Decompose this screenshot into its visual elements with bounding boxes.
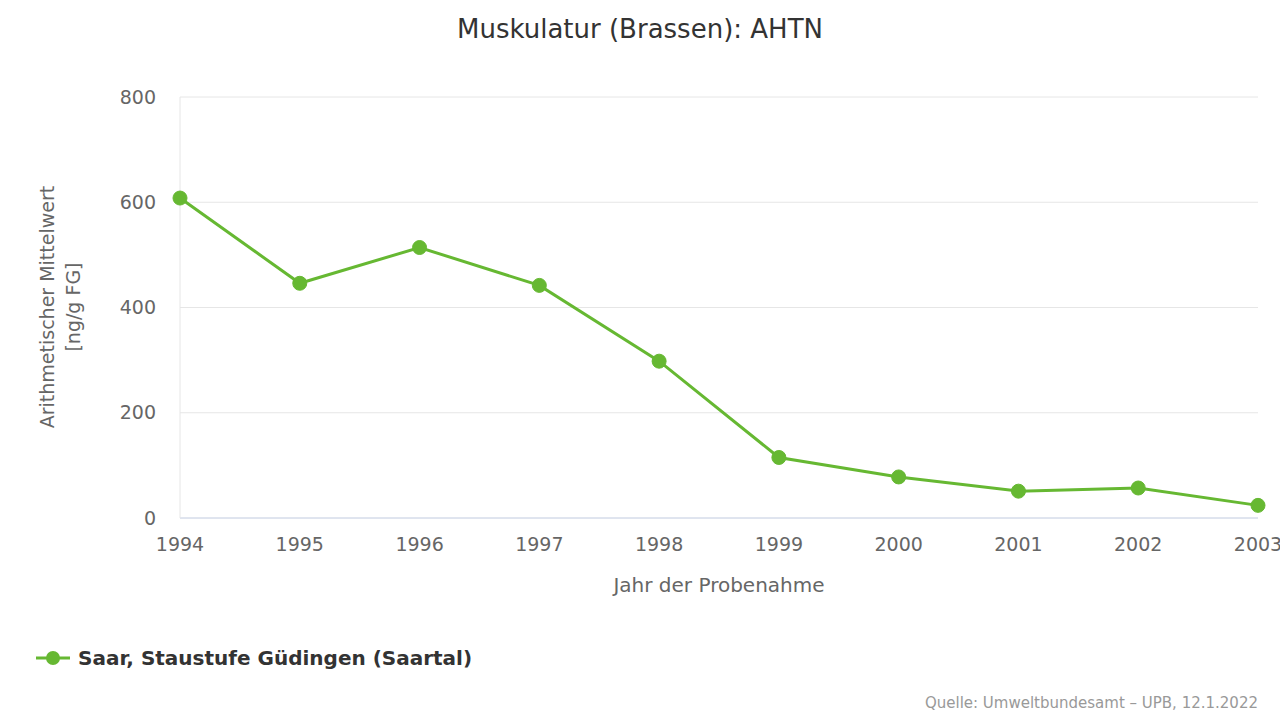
svg-text:1998: 1998: [635, 533, 683, 555]
svg-text:2001: 2001: [994, 533, 1042, 555]
svg-text:1994: 1994: [156, 533, 204, 555]
svg-text:1999: 1999: [755, 533, 803, 555]
svg-text:200: 200: [120, 401, 156, 423]
svg-text:600: 600: [120, 191, 156, 213]
svg-text:0: 0: [144, 507, 156, 529]
svg-text:2002: 2002: [1114, 533, 1162, 555]
svg-text:2000: 2000: [874, 533, 922, 555]
svg-text:Jahr der Probenahme: Jahr der Probenahme: [611, 573, 824, 597]
html-text:Quelle: Umweltbundesamt – UPB,: Quelle: Umweltbundesamt – UPB, 12.1.2022: [924, 694, 1258, 712]
svg-text:1996: 1996: [395, 533, 443, 555]
svg-text:1997: 1997: [515, 533, 563, 555]
html-text:Saar, Staustufe Güdingen (Saar: Saar, Staustufe Güdingen (Saartal): [78, 646, 473, 670]
svg-text:800: 800: [120, 86, 156, 108]
svg-text:2003: 2003: [1234, 533, 1272, 555]
html-text:Muskulatur (Brassen): AHTN: Muskulatur (Brassen): AHTN: [457, 14, 823, 44]
svg-text:1995: 1995: [276, 533, 324, 555]
html-text:Arithmetischer Mittelwert: Arithmetischer Mittelwert: [36, 185, 58, 429]
svg-text:400: 400: [120, 296, 156, 318]
html-text:[ng/g FG]: [ng/g FG]: [62, 262, 84, 352]
